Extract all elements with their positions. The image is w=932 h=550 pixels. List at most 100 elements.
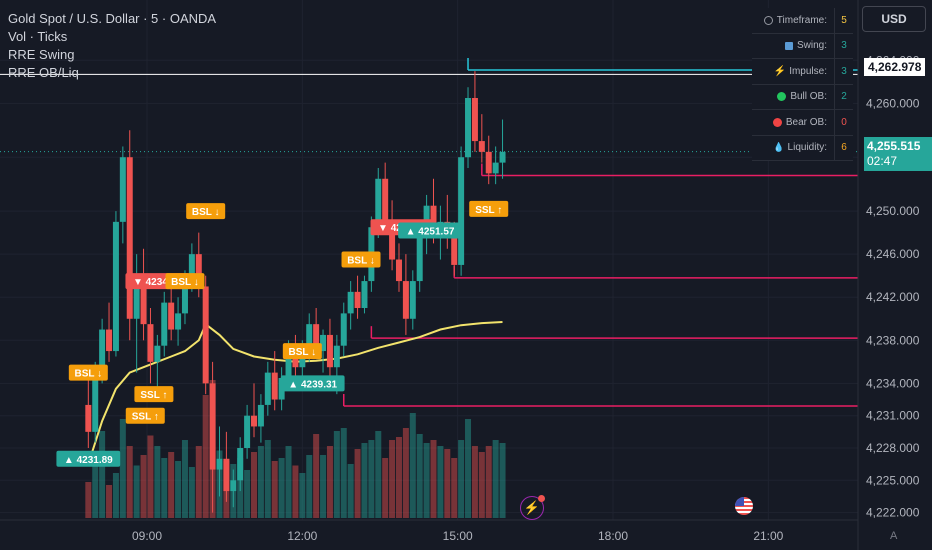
candle-body-21 xyxy=(230,480,237,492)
stats-label: Liquidity: xyxy=(787,142,827,154)
lightning-icon: ⚡ xyxy=(773,65,787,77)
us-flag-icon[interactable] xyxy=(735,497,753,515)
time-tick-3: 18:00 xyxy=(598,529,628,543)
volume-bar-23 xyxy=(244,470,251,518)
candle-body-35 xyxy=(326,334,333,368)
candle-body-3 xyxy=(106,329,113,352)
volume-bar-14 xyxy=(181,440,188,518)
volume-bar-6 xyxy=(126,446,133,518)
marker-label-8: ▲ 4239.31 xyxy=(288,379,337,390)
volume-bar-5 xyxy=(119,419,126,518)
legend-volume[interactable]: Vol · Ticks xyxy=(8,29,68,44)
stats-value: 6 xyxy=(841,142,847,154)
volume-bar-53 xyxy=(451,458,458,518)
stats-label: Swing: xyxy=(796,40,827,52)
price-tick-5: 4,242.000 xyxy=(866,290,920,304)
candle-body-5 xyxy=(119,157,126,222)
volume-bar-51 xyxy=(437,446,444,518)
marker-bg-1 xyxy=(56,450,121,467)
marker-label-4: SSL ↑ xyxy=(140,390,167,401)
volume-bar-50 xyxy=(430,440,437,518)
candle-body-24 xyxy=(251,415,258,427)
candle-body-47 xyxy=(409,281,416,319)
candle-body-46 xyxy=(402,281,409,319)
legend-rre-swing[interactable]: RRE Swing xyxy=(8,47,75,62)
candle-body-34 xyxy=(320,334,327,352)
volume-bar-39 xyxy=(354,449,361,518)
candle-body-36 xyxy=(333,345,340,368)
volume-bar-0 xyxy=(85,482,92,518)
candle-body-54 xyxy=(458,157,465,265)
marker-label-7: BSL ↓ xyxy=(289,347,317,358)
volume-bar-48 xyxy=(416,434,423,518)
candle-body-14 xyxy=(181,281,188,314)
stats-value: 2 xyxy=(841,91,847,103)
price-tick-8: 4,231.000 xyxy=(866,409,920,423)
price-tick-11: 4,222.000 xyxy=(866,506,920,520)
candle-body-17 xyxy=(202,286,209,384)
candle-body-60 xyxy=(499,151,506,163)
volume-bar-31 xyxy=(299,473,306,518)
volume-bar-35 xyxy=(326,446,333,518)
candle-body-40 xyxy=(361,281,368,308)
candle-body-13 xyxy=(175,313,182,330)
price-axis-bg xyxy=(858,0,932,550)
auto-scale-button[interactable]: A xyxy=(890,530,898,542)
volume-bar-40 xyxy=(361,443,368,518)
price-tick-9: 4,228.000 xyxy=(866,441,920,455)
candle-body-45 xyxy=(395,259,402,282)
stats-label: Bull OB: xyxy=(790,91,827,103)
volume-bar-58 xyxy=(485,446,492,518)
candle-body-27 xyxy=(271,372,278,400)
price-tick-10: 4,225.000 xyxy=(866,473,920,487)
marker-bg-8 xyxy=(280,375,345,392)
candle-body-59 xyxy=(492,162,499,174)
countdown-timer: 02:47 xyxy=(867,154,898,168)
volume-bar-2 xyxy=(99,431,106,518)
clock-icon xyxy=(763,15,773,25)
candle-body-9 xyxy=(147,324,154,362)
marker-label-5: SSL ↑ xyxy=(132,412,159,423)
candle-body-10 xyxy=(154,345,161,362)
time-tick-1: 12:00 xyxy=(287,529,317,543)
volume-bar-24 xyxy=(251,452,258,518)
stats-value: 0 xyxy=(841,116,847,128)
volume-bar-9 xyxy=(147,435,154,518)
volume-bar-34 xyxy=(320,455,327,518)
currency-button[interactable]: USD xyxy=(862,6,926,32)
volume-bar-37 xyxy=(340,428,347,518)
volume-bar-55 xyxy=(465,419,472,518)
volume-bar-26 xyxy=(264,440,271,518)
volume-bar-3 xyxy=(106,485,113,518)
volume-bar-52 xyxy=(444,449,451,518)
volume-bar-15 xyxy=(188,467,195,518)
time-tick-2: 15:00 xyxy=(443,529,473,543)
marker-bg-7 xyxy=(282,343,322,360)
candle-body-6 xyxy=(126,157,133,319)
legend-rre-ob-liq[interactable]: RRE OB/Liq xyxy=(8,65,79,80)
stats-value: 3 xyxy=(841,65,847,77)
legend-symbol[interactable]: Gold Spot / U.S. Dollar · 5 · OANDA xyxy=(8,11,217,26)
volume-bar-56 xyxy=(471,446,478,518)
candle-body-44 xyxy=(389,221,396,260)
lightning-button[interactable]: ⚡ xyxy=(520,495,545,520)
volume-bar-45 xyxy=(395,437,402,518)
marker-bg-0 xyxy=(68,364,108,381)
candle-body-12 xyxy=(168,302,175,330)
price-tick-1: 4,260.000 xyxy=(866,96,920,110)
volume-bar-47 xyxy=(409,413,416,518)
candle-body-22 xyxy=(237,448,244,481)
time-tick-0: 09:00 xyxy=(132,529,162,543)
marker-label-12: SSL ↑ xyxy=(475,205,502,216)
moving-average-line xyxy=(87,321,503,465)
volume-bar-44 xyxy=(389,440,396,518)
candle-body-39 xyxy=(354,291,361,308)
volume-bar-30 xyxy=(292,465,299,518)
stats-value: 3 xyxy=(841,40,847,52)
marker-label-1: ▲ 4231.89 xyxy=(64,455,113,466)
stats-row-liquidity: 💧 Liquidity: 6 xyxy=(752,135,853,161)
candle-body-32 xyxy=(306,324,313,346)
volume-bar-27 xyxy=(271,461,278,518)
marker-bg-4 xyxy=(134,386,174,403)
